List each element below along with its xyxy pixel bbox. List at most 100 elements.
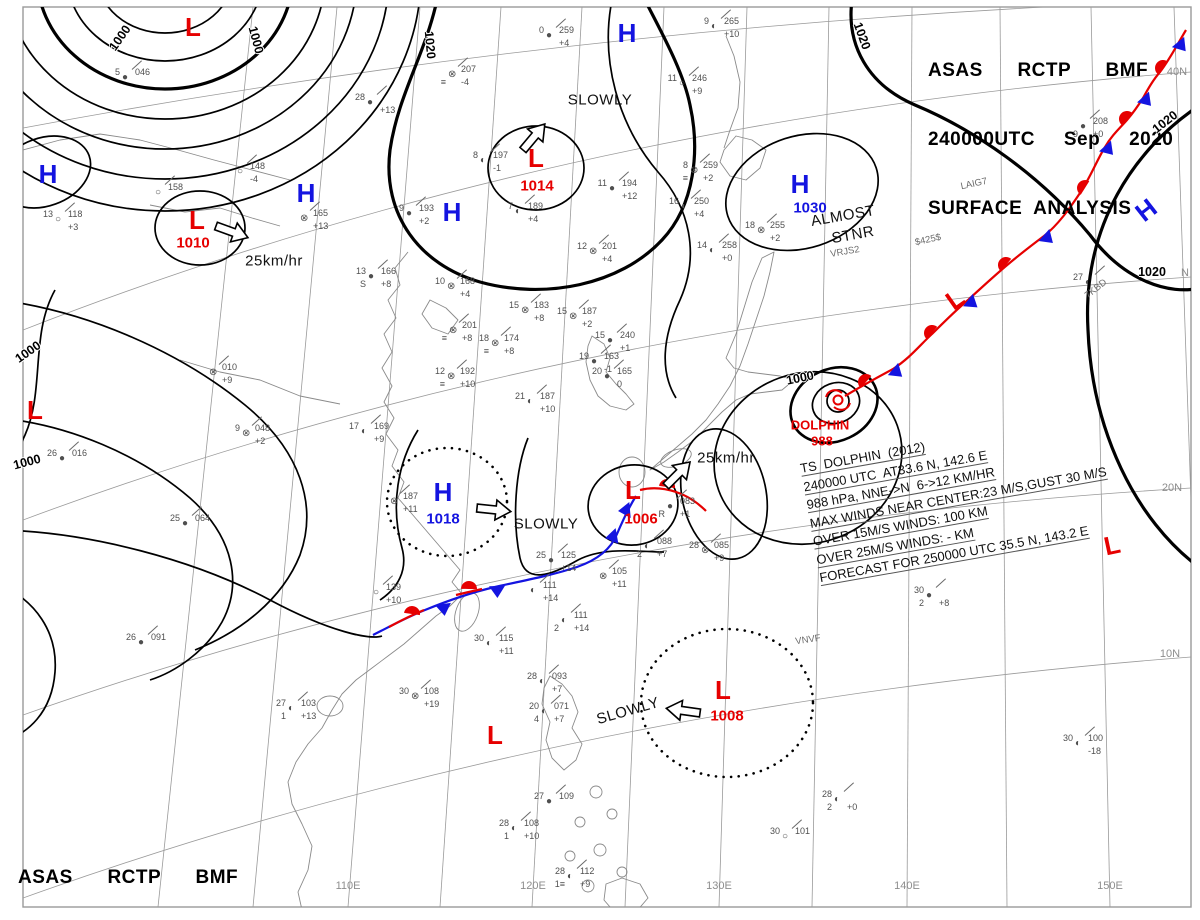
chart-title-header: ASAS RCTP BMF 240000UTC Sep 2020 SURFACE… (928, 13, 1173, 266)
station-pressure: 168 (460, 276, 476, 286)
graticule-grid (23, 7, 1191, 907)
station-pressure: 125 (561, 550, 577, 560)
station-pressure: 166 (381, 266, 397, 276)
station-pressure: 139 (386, 582, 402, 592)
station-pressure: 201 (602, 241, 618, 251)
title-line-1: ASAS RCTP BMF (18, 867, 239, 888)
station-symbol-icon: ◐ (1085, 277, 1092, 288)
station-symbol-icon: ◐ (361, 426, 368, 437)
station-pressure: 265 (724, 16, 740, 26)
station-symbol-icon: ● (546, 796, 553, 807)
station-tendency: +0 (722, 253, 733, 263)
graticule-edge-label: 120E (520, 880, 546, 892)
station-temp: 15 (508, 300, 519, 310)
station-temp: 12 (576, 241, 587, 251)
graticule-edge-label: 40N (1166, 66, 1188, 78)
station-temp: 25 (169, 513, 180, 523)
station-pressure: 108 (424, 686, 440, 696)
station-symbol-icon: ◐ (539, 676, 546, 687)
fronts (372, 29, 1191, 636)
high-center-label: H (433, 477, 453, 507)
station-tendency: +11 (499, 646, 514, 656)
station-temp: 28 (554, 866, 565, 876)
station-temp: 9 (703, 16, 709, 26)
station-symbol-icon: ◐ (486, 638, 493, 649)
station-tendency: +9 (222, 375, 233, 385)
station-symbol-icon: ⊗ (448, 69, 457, 80)
station-pressure: 187 (540, 391, 556, 401)
isobars (23, 7, 1191, 733)
station-pressure: 093 (552, 671, 568, 681)
station-temp: 14 (696, 240, 707, 250)
station-pressure: 207 (461, 64, 477, 74)
station-weather: ≡ (439, 379, 445, 389)
station-tendency: +8 (504, 346, 515, 356)
station-temp: 30 (1062, 733, 1073, 743)
station-temp: 28 (688, 540, 699, 550)
high-center-label: H (38, 159, 58, 189)
station-symbol-icon: ⊗ (449, 325, 458, 336)
station-temp: 7 (507, 201, 513, 211)
station-temp: 13 (42, 209, 53, 219)
title-line-2: 240000UTC Sep 2020 (928, 129, 1174, 150)
station-temp: 15 (556, 306, 567, 316)
station-tendency: +10 (524, 831, 540, 841)
station-symbol-icon: ○ (373, 587, 380, 598)
station-symbol-icon: ◐ (288, 703, 295, 714)
station-symbol-icon: ◐ (511, 823, 518, 834)
station-weather: 1≡ (554, 879, 565, 889)
station-temp: 27 (1072, 272, 1083, 282)
station-weather: ≡ (440, 77, 446, 87)
station-tendency: +11 (403, 504, 418, 514)
high-center-label: H (617, 18, 637, 48)
station-pressure: 201 (462, 320, 478, 330)
station-symbol-icon: ○ (55, 214, 62, 225)
station-symbol-icon: ● (926, 590, 933, 601)
station-pressure: 115 (499, 633, 514, 643)
low-center-label: L (189, 205, 205, 235)
station-symbol-icon: ● (122, 72, 129, 83)
station-symbol-icon: ● (607, 335, 614, 346)
station-tendency: +10 (724, 29, 740, 39)
station-symbol-icon: ⊗ (447, 371, 456, 382)
station-weather: 2 (636, 549, 642, 559)
station-tendency: +13 (313, 221, 329, 231)
station-temp: 8 (472, 150, 478, 160)
station-tendency: +9 (714, 553, 725, 563)
warm-front-line (639, 487, 707, 512)
station-tendency: +7 (554, 714, 565, 724)
station-tendency: 0 (617, 379, 623, 389)
station-weather: 2 (918, 598, 924, 608)
station-temp: 11 (667, 73, 677, 83)
station-weather: S (359, 279, 366, 289)
station-symbol-icon: ◐ (709, 245, 716, 256)
high-center-label: H (296, 178, 316, 208)
low-center-label: L (185, 12, 201, 42)
station-weather: ≡ (682, 173, 688, 183)
station-pressure: 148 (250, 161, 266, 171)
station-tendency: +13 (301, 711, 317, 721)
station-pressure: 208 (1093, 116, 1109, 126)
station-pressure: 109 (559, 791, 575, 801)
station-symbol-icon: ⊗ (209, 367, 218, 378)
station-tendency: +7 (552, 684, 563, 694)
station-weather: 2 (826, 802, 832, 812)
station-temp: 27 (533, 791, 544, 801)
station-symbol-icon: ⊗ (701, 545, 710, 556)
station-tendency: +8 (939, 598, 950, 608)
graticule-edge-label: 110E (335, 880, 361, 892)
station-pressure: 101 (795, 826, 811, 836)
station-symbol-icon: ◐ (515, 206, 522, 217)
title-line-3: SURFACE ANALYSIS (928, 198, 1132, 219)
low-center-label: L (715, 675, 731, 705)
station-symbol-icon: ○ (237, 166, 244, 177)
station-temp: 28 (498, 818, 509, 828)
title-line-1: ASAS RCTP BMF (928, 60, 1149, 81)
station-pressure: 071 (554, 701, 570, 711)
station-tendency: +14 (574, 623, 590, 633)
station-symbol-icon: ● (609, 183, 616, 194)
station-symbol-icon: ⊗ (491, 338, 500, 349)
station-weather: ≡ (483, 346, 489, 356)
station-tendency: +0 (1093, 129, 1104, 139)
station-temp: 13 (355, 266, 366, 276)
